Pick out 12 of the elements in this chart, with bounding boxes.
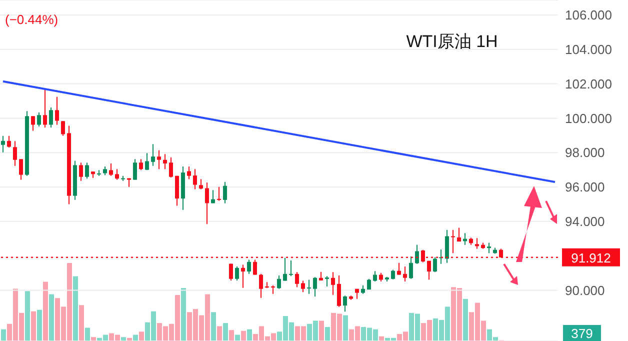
- y-tick-label: 96.000: [565, 180, 605, 195]
- y-tick-label: 104.000: [565, 42, 612, 57]
- y-tick-label: 98.000: [565, 145, 605, 160]
- y-tick-label: 106.000: [565, 8, 612, 23]
- y-tick-label: 102.000: [565, 76, 612, 92]
- y-tick-label: 90.000: [565, 282, 605, 298]
- y-tick-label: 100.000: [565, 110, 612, 126]
- text: WTI原油 1H: [406, 32, 498, 51]
- ref-line-label: 91.912: [571, 250, 611, 266]
- text: 379: [571, 326, 593, 341]
- y-tick-label: 94.000: [565, 214, 605, 230]
- annotation: (−0.44%): [5, 12, 58, 27]
